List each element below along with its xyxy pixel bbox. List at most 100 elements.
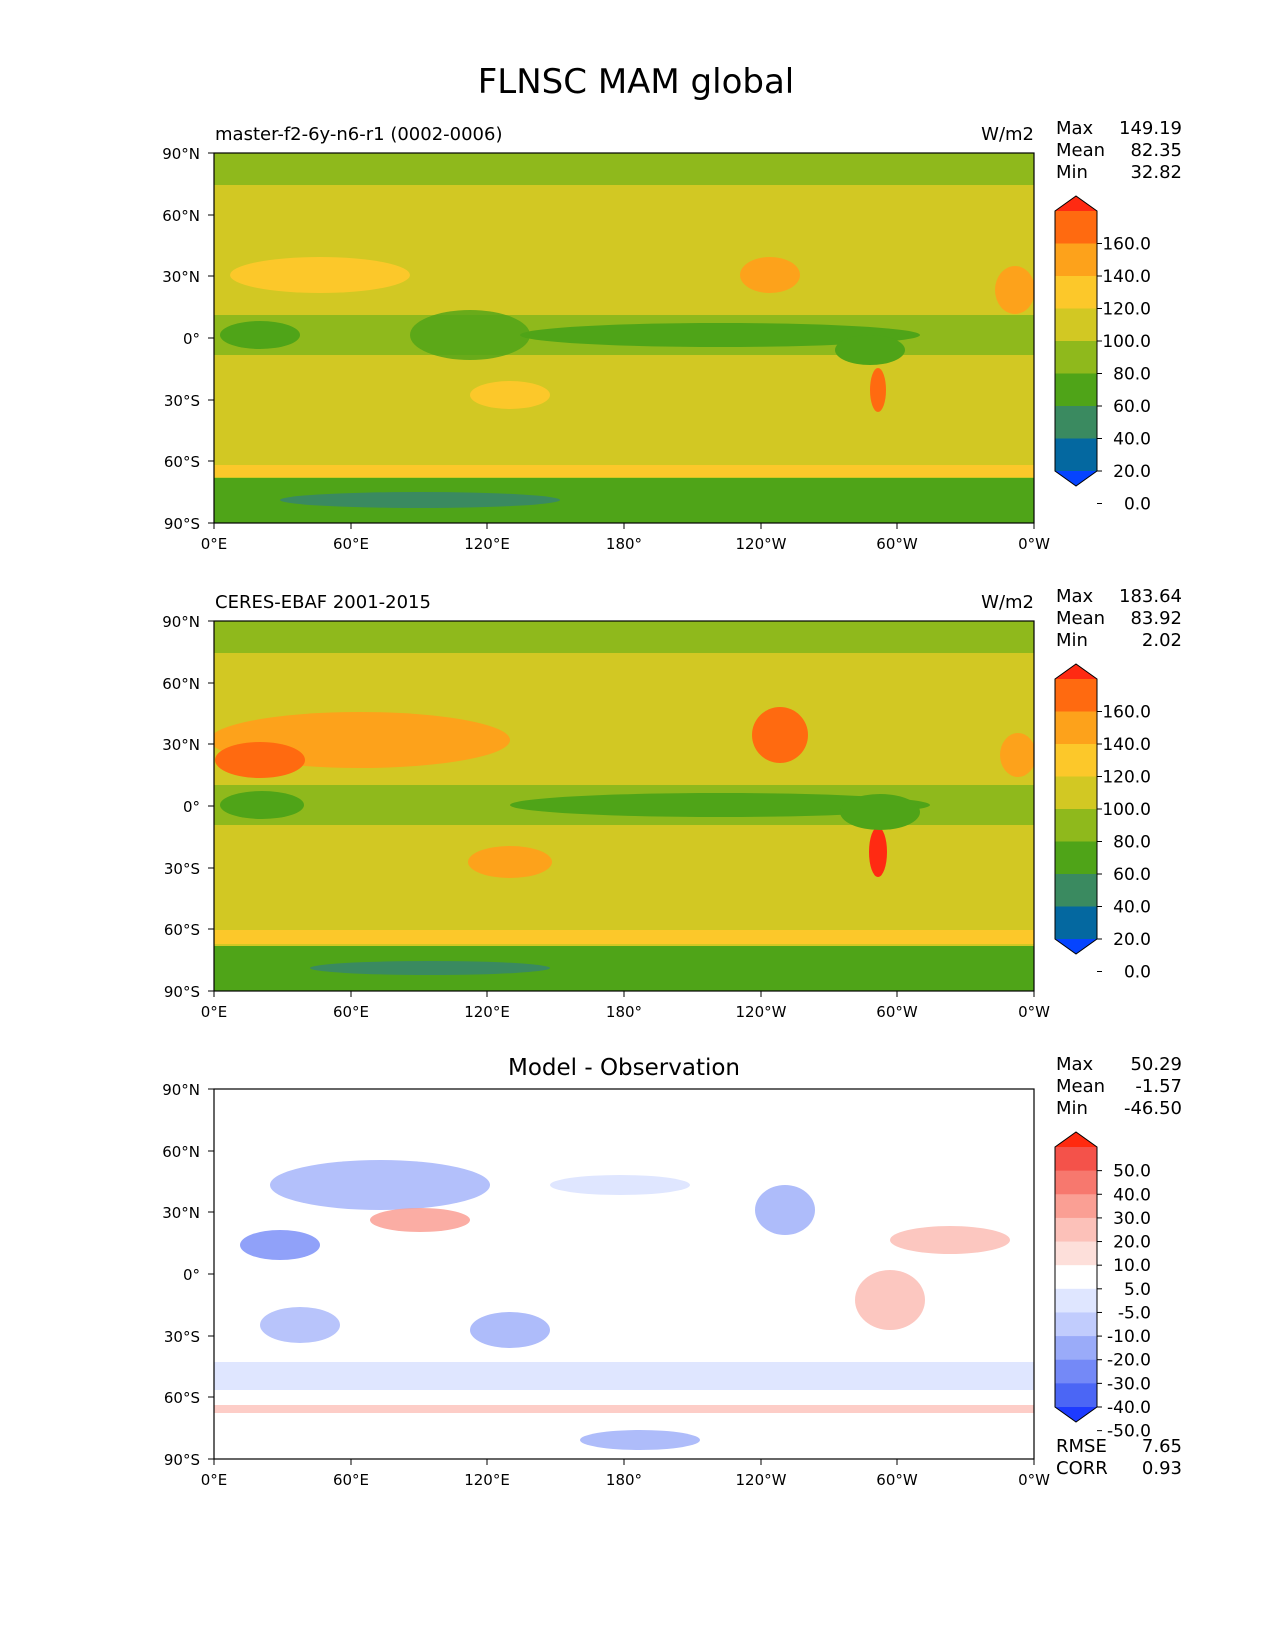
- lat-ticks: 90°N 60°N 30°N 0° 30°S 60°S 90°S: [162, 1081, 214, 1469]
- lat-tick-label: 60°N: [162, 207, 200, 225]
- panel-test: master-f2-6y-n6-r1 (0002-0006) W/m2: [162, 118, 1182, 553]
- colorbar-bin: [1055, 679, 1097, 712]
- colorbar-bin: [1055, 373, 1097, 407]
- stat-label-max: Max: [1056, 1054, 1094, 1075]
- lon-tick-label: 60°W: [876, 1003, 918, 1021]
- colorbar-bin: [1055, 841, 1097, 875]
- colorbar-tick-label: 10.0: [1113, 1256, 1151, 1276]
- colorbar-bin: [1055, 1359, 1097, 1384]
- lon-tick-label: 60°E: [333, 1003, 369, 1021]
- colorbar-bin: [1055, 308, 1097, 342]
- stat-value-max: 149.19: [1119, 118, 1182, 139]
- colorbar-extend-bottom: [1055, 1407, 1097, 1422]
- colorbar-tick-label: 140.0: [1102, 267, 1151, 287]
- lon-ticks: 0°E 60°E 120°E 180° 120°W 60°W 0°W: [201, 991, 1050, 1021]
- lat-tick-label: 30°S: [164, 392, 200, 410]
- lon-tick-label: 120°W: [736, 1471, 787, 1489]
- panel-title: CERES-EBAF 2001-2015: [215, 592, 431, 613]
- lon-tick-label: 120°W: [736, 535, 787, 553]
- colorbar-bin: [1055, 243, 1097, 277]
- colorbar-tick-label: -50.0: [1107, 1422, 1151, 1442]
- panel-difference: Model - Observation 90°N 60°N 30°N: [162, 1054, 1182, 1489]
- lat-tick-label: 0°: [183, 330, 200, 348]
- lon-tick-label: 180°: [606, 535, 642, 553]
- lon-tick-label: 120°W: [736, 1003, 787, 1021]
- stats-box: Max Mean Min 50.29 -1.57 -46.50: [1056, 1054, 1182, 1119]
- panel-title: master-f2-6y-n6-r1 (0002-0006): [215, 124, 502, 145]
- colorbar-tick-label: -5.0: [1118, 1303, 1151, 1323]
- colorbar-tick-label: 160.0: [1102, 235, 1151, 255]
- lat-tick-label: 90°N: [162, 145, 200, 163]
- figure-title: FLNSC MAM global: [478, 62, 795, 102]
- stat-value-mean: 82.35: [1130, 140, 1182, 161]
- metric-value-rmse: 7.65: [1142, 1436, 1182, 1457]
- stats-box: Max Mean Min 183.64 83.92 2.02: [1056, 586, 1182, 651]
- colorbar-tick-label: 5.0: [1124, 1280, 1151, 1300]
- stat-label-min: Min: [1056, 1098, 1088, 1119]
- stat-value-max: 50.29: [1130, 1054, 1182, 1075]
- lon-tick-label: 60°W: [876, 535, 918, 553]
- colorbar-bin: [1055, 341, 1097, 374]
- colorbar-bin: [1055, 1383, 1097, 1408]
- lon-ticks: 0°E 60°E 120°E 180° 120°W 60°W 0°W: [201, 1459, 1050, 1489]
- stat-value-min: 32.82: [1130, 162, 1182, 183]
- stat-value-max: 183.64: [1119, 586, 1182, 607]
- metric-value-corr: 0.93: [1142, 1458, 1182, 1479]
- stat-value-mean: -1.57: [1135, 1076, 1182, 1097]
- lat-tick-label: 30°N: [162, 736, 200, 754]
- colorbar-tick-label: 140.0: [1102, 735, 1151, 755]
- panel-title: Model - Observation: [508, 1055, 740, 1081]
- colorbar-tick-label: 20.0: [1113, 930, 1151, 950]
- colorbar-bin: [1055, 438, 1097, 472]
- colorbar-bin: [1055, 276, 1097, 309]
- colorbar-tick-label: 20.0: [1113, 462, 1151, 482]
- colorbar-bin: [1055, 1312, 1097, 1337]
- stat-label-min: Min: [1056, 630, 1088, 651]
- lon-tick-label: 0°W: [1018, 1471, 1050, 1489]
- lon-tick-label: 180°: [606, 1471, 642, 1489]
- stat-value-min: 2.02: [1142, 630, 1182, 651]
- stat-value-min: -46.50: [1124, 1098, 1182, 1119]
- colorbar-bin: [1055, 1241, 1097, 1266]
- field-map: [214, 153, 1034, 523]
- lat-tick-label: 90°S: [164, 515, 200, 533]
- colorbar-bin: [1055, 211, 1097, 244]
- colorbar-bin: [1055, 906, 1097, 940]
- colorbar-bin: [1055, 711, 1097, 745]
- stat-label-min: Min: [1056, 162, 1088, 183]
- colorbar-bin: [1055, 1194, 1097, 1219]
- lon-tick-label: 180°: [606, 1003, 642, 1021]
- colorbar-tick-label: 120.0: [1102, 768, 1151, 788]
- colorbar-tick-label: 80.0: [1113, 833, 1151, 853]
- colorbar: 160.0 140.0 120.0 100.0 80.0 60.0 40.0 20.0 0.0: [1054, 663, 1151, 983]
- colorbar-extend-bottom: [1055, 471, 1097, 486]
- colorbar-bin: [1055, 1170, 1097, 1195]
- lat-ticks: 90°N 60°N 30°N 0° 30°S 60°S 90°S: [162, 613, 214, 1001]
- colorbar-tick-label: 30.0: [1113, 1209, 1151, 1229]
- colorbar-tick-label: -40.0: [1107, 1398, 1151, 1418]
- lon-tick-label: 120°E: [464, 1003, 510, 1021]
- stats-box: Max Mean Min 149.19 82.35 32.82: [1056, 118, 1182, 183]
- metric-label-corr: CORR: [1056, 1458, 1108, 1479]
- lat-tick-label: 30°N: [162, 1204, 200, 1222]
- colorbar-tick-label: 0.0: [1124, 495, 1151, 515]
- lon-tick-label: 60°W: [876, 1471, 918, 1489]
- stat-label-mean: Mean: [1056, 1076, 1105, 1097]
- colorbar-bin: [1055, 776, 1097, 810]
- colorbar-bin: [1055, 1265, 1097, 1290]
- lon-tick-label: 0°W: [1018, 1003, 1050, 1021]
- colorbar-tick-label: 100.0: [1102, 800, 1151, 820]
- lon-tick-label: 0°E: [201, 1471, 228, 1489]
- colorbar-bin: [1055, 1336, 1097, 1361]
- lat-tick-label: 30°S: [164, 860, 200, 878]
- colorbar-tick-label: -10.0: [1107, 1327, 1151, 1347]
- lat-tick-label: 60°N: [162, 1143, 200, 1161]
- colorbar-tick-label: -20.0: [1107, 1351, 1151, 1371]
- colorbar-bin: [1055, 406, 1097, 439]
- colorbar-tick-label: 80.0: [1113, 365, 1151, 385]
- stat-label-mean: Mean: [1056, 140, 1105, 161]
- lat-tick-label: 0°: [183, 798, 200, 816]
- lat-tick-label: 90°N: [162, 1081, 200, 1099]
- lat-tick-label: 90°S: [164, 983, 200, 1001]
- lon-tick-label: 120°E: [464, 1471, 510, 1489]
